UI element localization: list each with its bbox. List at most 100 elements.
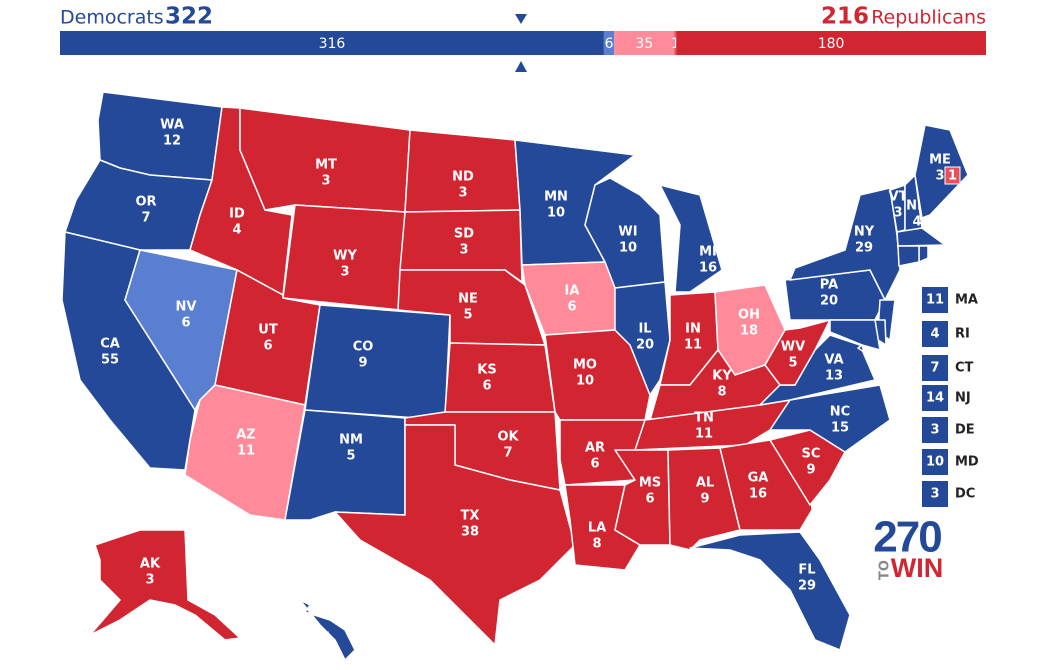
state-votes: 10 [576, 374, 594, 389]
state-abbr: CO [353, 340, 374, 355]
state-votes: 7 [141, 211, 150, 226]
state-abbr: LA [588, 521, 606, 536]
state-shape [559, 419, 646, 486]
state-abbr: ID [229, 207, 245, 222]
state-votes: 6 [181, 316, 190, 331]
state-shape [857, 344, 865, 353]
state-votes: 5 [463, 308, 472, 323]
state-shape [769, 429, 846, 506]
dem-label: Democrats [60, 7, 164, 29]
state-box-votes: 3 [930, 423, 939, 438]
bar-segment [674, 31, 677, 55]
state-abbr: WV [781, 340, 805, 355]
state-abbr: SC [802, 447, 821, 462]
state-shape [829, 319, 881, 351]
bar-segment [603, 31, 615, 55]
state-box [922, 417, 948, 443]
bar-segment-label: 1 [671, 36, 680, 52]
state-votes: 3 [893, 206, 902, 221]
state-votes: 5 [788, 356, 797, 371]
logo-number: 270 [873, 513, 941, 562]
state-shape [304, 304, 451, 421]
state-abbr: NV [176, 300, 197, 315]
state-abbr: VA [824, 353, 843, 368]
state-abbr: MN [544, 190, 568, 205]
state-shape [334, 424, 576, 646]
us-map: WA12OR7CA55NV6ID4MT3WY3UT6AZ11CO9NM5ND3S… [61, 91, 969, 662]
state-votes: 7 [503, 446, 512, 461]
logo-to: TO [878, 560, 893, 580]
state-votes: 29 [798, 579, 816, 594]
state-abbr: WY [333, 249, 357, 264]
state-votes: 3 [340, 265, 349, 280]
state-votes: 12 [163, 134, 181, 149]
state-box [922, 287, 948, 313]
state-box-abbr: RI [955, 327, 970, 342]
state-votes: 3 [321, 174, 330, 189]
state-votes: 20 [636, 338, 654, 353]
state-votes: 3 [459, 243, 468, 258]
bar-segment-label: 6 [605, 36, 614, 52]
state-abbr: WI [618, 225, 637, 240]
state-abbr: AR [585, 441, 605, 456]
state-votes: 38 [461, 525, 479, 540]
state-shape [89, 529, 241, 641]
state-abbr: NE [458, 292, 478, 307]
state-abbr: AL [696, 476, 714, 491]
state-votes: 10 [547, 206, 565, 221]
bar-segment [676, 31, 986, 55]
state-abbr: IA [565, 284, 580, 299]
state-box-votes: 7 [930, 361, 939, 376]
state-votes: 18 [740, 324, 758, 339]
state-abbr: TN [694, 411, 714, 426]
state-votes: 11 [684, 338, 702, 353]
state-abbr: AK [140, 557, 161, 572]
state-abbr: NY [854, 225, 875, 240]
state-votes: 11 [695, 427, 713, 442]
state-abbr: OH [738, 308, 760, 323]
state-votes: 55 [101, 353, 119, 368]
rep-total: 216 [821, 4, 869, 30]
state-votes: 13 [825, 369, 843, 384]
header: Democrats 322 216 Republicans [60, 4, 986, 72]
state-abbr: NC [830, 405, 850, 420]
bar-segment [60, 31, 604, 55]
state-shape [299, 599, 356, 661]
state-abbr: MT [315, 158, 337, 173]
state-abbr: OR [135, 195, 156, 210]
state-abbr: GA [748, 471, 769, 486]
state-abbr: UT [258, 323, 278, 338]
state-box-votes: 4 [930, 327, 939, 342]
state-votes: 16 [749, 487, 767, 502]
bar-segment [614, 31, 675, 55]
vote-bar: 316 6 35 1 180 [60, 31, 986, 55]
state-votes: 4 [912, 215, 921, 230]
state-votes: 29 [855, 241, 873, 256]
state-abbr: PA [820, 278, 838, 293]
state-box [922, 385, 948, 411]
state-votes: 5 [346, 449, 355, 464]
state-abbr: FL [798, 563, 815, 578]
state-box [922, 321, 948, 347]
state-box [922, 449, 948, 475]
state-box-abbr: MA [955, 293, 978, 308]
state-shape [689, 531, 851, 651]
bar-segment-label: 180 [818, 36, 845, 52]
marker-bottom [515, 61, 527, 72]
state-shape [914, 124, 969, 219]
state-box-abbr: DC [955, 487, 975, 502]
state-abbr: VT [889, 190, 908, 205]
logo-win: WIN [891, 553, 943, 583]
state-abbr: OK [497, 430, 519, 445]
state-shape [614, 281, 671, 396]
state-abbr: HI [314, 631, 330, 646]
state-box-votes: 10 [926, 455, 944, 470]
small-state-boxes: 11 MA 4 RI 7 CT 14 NJ 3 DE 10 MD 3 DC [922, 287, 979, 507]
state-votes: 9 [358, 356, 367, 371]
state-abbr: MS [639, 476, 661, 491]
state-shape [659, 184, 723, 293]
state-shape [896, 227, 946, 247]
state-abbr: IL [638, 322, 651, 337]
state-abbr: KS [477, 363, 496, 378]
